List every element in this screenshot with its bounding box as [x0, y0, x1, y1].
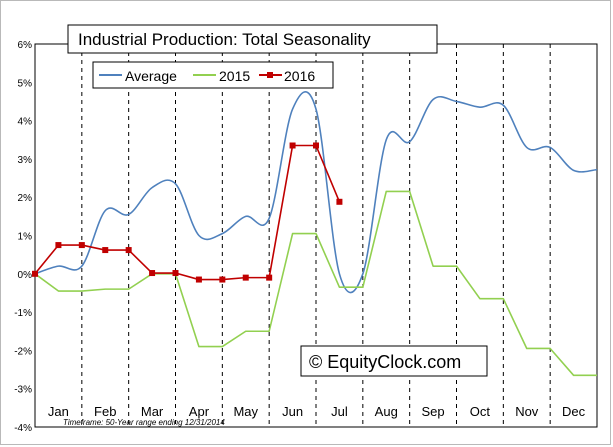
y-tick-label: 2% — [18, 193, 33, 204]
series-line-average — [34, 91, 598, 294]
legend-label-2015: 2015 — [219, 68, 250, 84]
data-point-2016 — [172, 270, 179, 277]
data-point-2016 — [336, 198, 343, 205]
y-tick-label: -4% — [14, 423, 32, 434]
y-tick-label: 1% — [18, 232, 33, 243]
watermark-box: © EquityClock.com — [300, 345, 488, 377]
x-tick-label: Jul — [331, 404, 348, 419]
y-tick-label: 0% — [18, 270, 33, 281]
legend-marker-2016 — [267, 72, 273, 78]
y-tick-label: 4% — [18, 117, 33, 128]
data-point-2016 — [266, 274, 273, 281]
data-point-2016 — [102, 247, 109, 254]
data-point-2016 — [242, 274, 249, 281]
data-point-2016 — [149, 270, 156, 277]
series-layer — [32, 91, 598, 377]
y-axis-ticks: 6% 5% 4% 3% 2% 1% 0% -1% -2% -3% -4% — [14, 40, 32, 434]
chart-title: Industrial Production: Total Seasonality — [78, 30, 371, 49]
data-point-2016 — [219, 276, 226, 283]
series-line-2015 — [34, 190, 597, 377]
y-tick-label: -3% — [14, 385, 32, 396]
x-tick-label: Mar — [141, 404, 164, 419]
x-tick-label: Jan — [48, 404, 69, 419]
y-tick-label: -2% — [14, 346, 32, 357]
y-tick-label: -1% — [14, 308, 32, 319]
x-tick-label: Oct — [470, 404, 491, 419]
x-tick-label: Apr — [189, 404, 210, 419]
x-tick-label: Jun — [282, 404, 303, 419]
x-tick-label: Sep — [422, 404, 445, 419]
legend-label-2016: 2016 — [284, 68, 315, 84]
data-point-2016 — [289, 142, 296, 149]
x-tick-label: Aug — [375, 404, 398, 419]
x-tick-label: Dec — [562, 404, 586, 419]
x-tick-label: Feb — [94, 404, 116, 419]
chart-title-box: Industrial Production: Total Seasonality — [67, 24, 438, 54]
data-point-2016 — [313, 142, 319, 149]
x-axis-ticks: Jan Feb Mar Apr May Jun Jul Aug Sep Oct Nov Dec — [48, 404, 586, 419]
legend-label-average: Average — [125, 68, 177, 84]
x-tick-label: Nov — [515, 404, 539, 419]
watermark: © EquityClock.com — [309, 352, 461, 372]
y-tick-label: 5% — [18, 78, 33, 89]
data-point-2016 — [125, 247, 132, 254]
y-tick-label: 6% — [18, 40, 33, 51]
timeframe-footnote: Timeframe: 50-Year range ending 12/31/20… — [63, 418, 225, 427]
data-point-2016 — [55, 242, 62, 249]
legend: Average 2015 2016 — [92, 61, 334, 89]
y-tick-label: 3% — [18, 155, 33, 166]
data-point-2016 — [78, 242, 85, 249]
data-point-2016 — [32, 270, 38, 277]
data-point-2016 — [195, 276, 202, 283]
x-tick-label: May — [233, 404, 258, 419]
series-line-2016 — [34, 144, 341, 281]
